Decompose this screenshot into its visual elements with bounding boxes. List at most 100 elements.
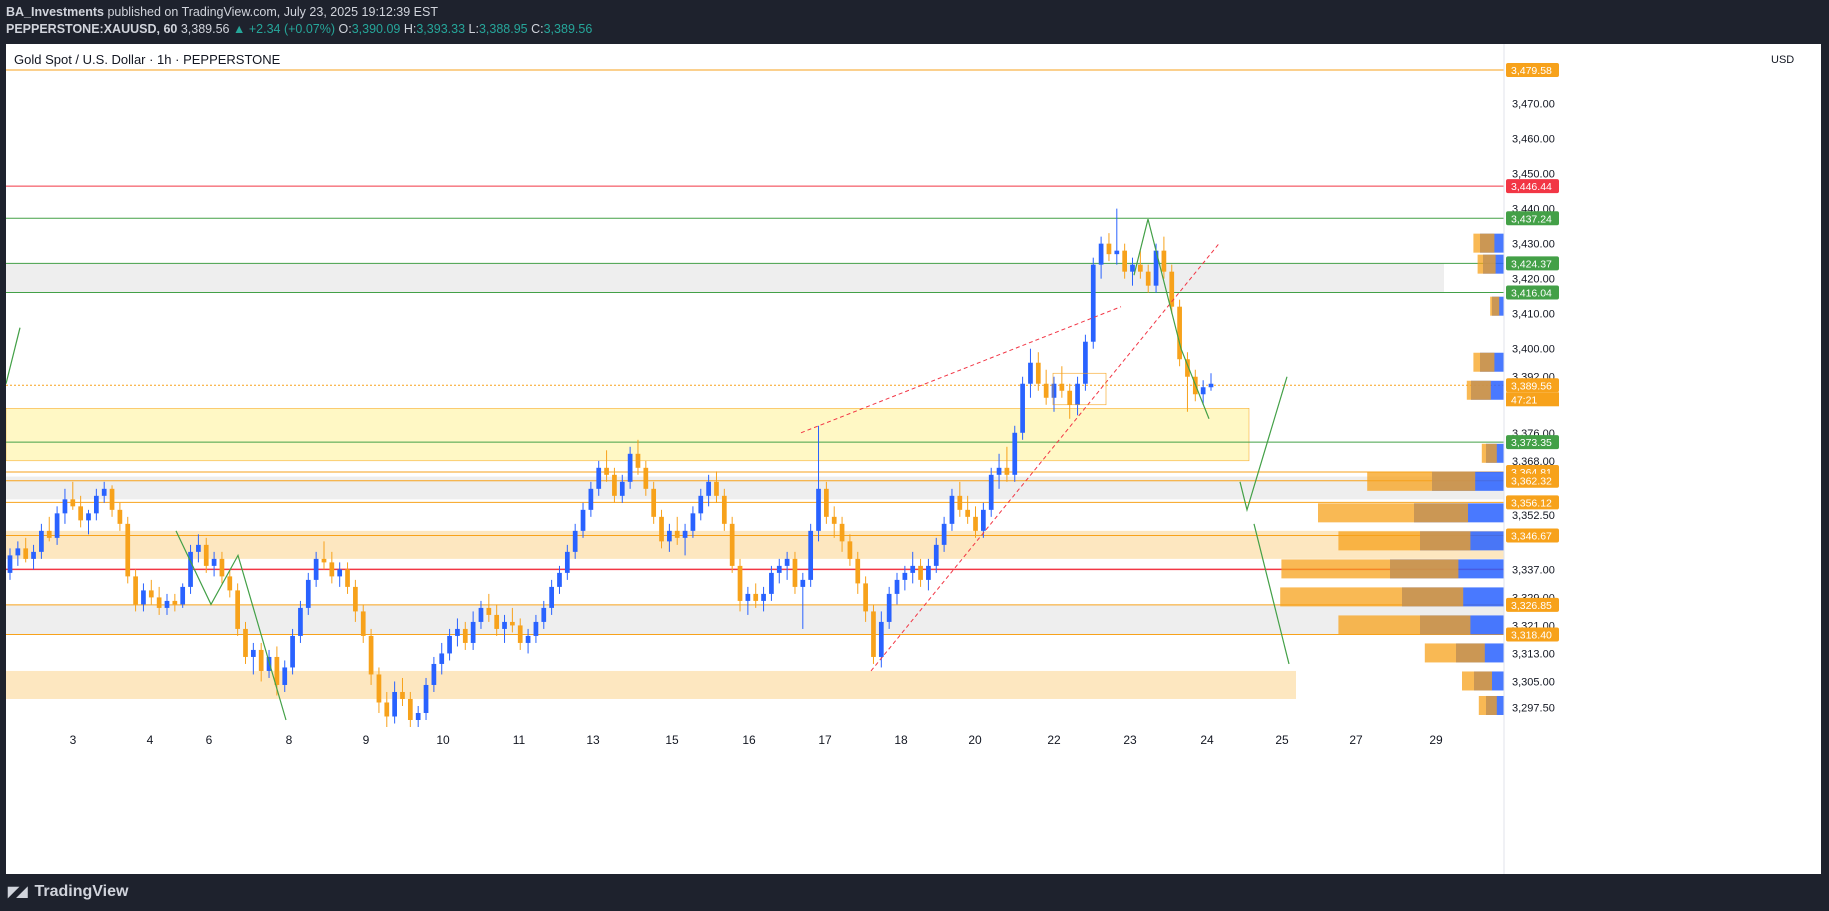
candle <box>1114 208 1120 265</box>
candle <box>1137 250 1143 279</box>
candle <box>612 467 617 503</box>
candle <box>101 481 107 503</box>
candle-body <box>455 628 460 636</box>
candle <box>894 572 900 605</box>
y-tick-label: 3,337.00 <box>1512 564 1555 576</box>
candle-body <box>525 635 531 643</box>
price-zone <box>6 476 1504 500</box>
candle <box>70 481 76 510</box>
candle <box>604 450 609 482</box>
candle-body <box>31 551 36 559</box>
price-level-tag-label: 3,326.85 <box>1511 600 1552 612</box>
candle <box>918 558 923 587</box>
candle-body <box>431 663 437 685</box>
candle <box>533 614 539 643</box>
candle <box>635 439 641 475</box>
candle <box>847 534 853 566</box>
candle-body <box>360 611 366 636</box>
volume-profile-buy-bar <box>1473 352 1495 372</box>
candle-body <box>1114 250 1120 255</box>
candle-body <box>243 628 248 657</box>
price-level-tag: 3,356.12 <box>1506 495 1559 510</box>
price-level-tag-label: 3,437.24 <box>1511 213 1552 225</box>
candle <box>541 600 547 629</box>
candle <box>596 460 602 496</box>
candle <box>407 691 413 727</box>
currency-label[interactable]: USD <box>1771 54 1795 66</box>
candle <box>714 471 719 503</box>
candle-body <box>510 621 515 626</box>
tradingview-logo[interactable]: ◤◢ TradingView <box>8 883 128 901</box>
candle <box>674 516 680 545</box>
x-tick-label: 15 <box>665 733 679 747</box>
price-level-tag-label: 3,356.12 <box>1511 497 1552 509</box>
candle-body <box>784 558 790 566</box>
candle <box>23 537 29 563</box>
candle <box>109 485 115 517</box>
candle-body <box>1208 383 1214 388</box>
volume-profile-buy-bar <box>1424 643 1485 663</box>
candle-body <box>1028 362 1033 384</box>
arrow-path <box>1239 376 1288 513</box>
price-level-tag-label: 3,416.04 <box>1511 288 1552 300</box>
candle-body <box>7 555 13 573</box>
candle <box>1145 264 1151 293</box>
x-tick-label: 10 <box>436 733 450 747</box>
candle-body <box>981 509 986 531</box>
candle-body <box>753 593 759 601</box>
candle <box>933 537 939 573</box>
candle <box>133 569 138 612</box>
price-level-tag-label: 3,362.32 <box>1511 476 1552 488</box>
candle-body <box>533 621 539 636</box>
candle-body <box>133 576 138 605</box>
x-tick-label: 22 <box>1047 733 1061 747</box>
candle-body <box>1177 306 1182 360</box>
candle-body <box>1004 467 1010 475</box>
candle <box>78 495 84 528</box>
candle-body <box>933 544 939 566</box>
candle-body <box>141 590 146 605</box>
candle-body <box>423 684 429 713</box>
author-name[interactable]: BA_Investments <box>6 5 104 19</box>
candle-body <box>196 544 201 552</box>
volume-profile-buy-bar <box>1478 695 1497 715</box>
candle-body <box>627 453 633 482</box>
x-tick-label: 27 <box>1349 733 1363 747</box>
price-level-tag: 3,346.67 <box>1506 528 1559 543</box>
candle-body <box>180 586 186 605</box>
candle-body <box>298 607 303 636</box>
candle-body <box>1059 383 1065 391</box>
price-level-tag-bg <box>1506 179 1559 194</box>
candle <box>886 586 892 629</box>
candle <box>572 523 578 559</box>
candle <box>831 506 837 538</box>
candle-body <box>46 530 52 538</box>
candle <box>800 572 806 629</box>
candle-body <box>117 509 123 524</box>
candle <box>965 495 971 524</box>
y-tick-label: 3,430.00 <box>1512 239 1555 251</box>
candle-body <box>706 481 711 496</box>
price-level-tag: 3,318.40 <box>1506 627 1559 642</box>
candle-body <box>863 583 868 612</box>
candle <box>258 642 264 682</box>
high-value: 3,393.33 <box>416 22 466 36</box>
last-price: 3,389.56 <box>180 22 230 36</box>
candle <box>486 593 492 622</box>
candle <box>196 534 201 563</box>
chart-panel[interactable]: 3 4 6 8 9 10 11 13 15 16 17 18 20 22 23 24 25 27 29 3,470.0… <box>6 44 1821 874</box>
candle-body <box>1098 243 1104 265</box>
candle <box>353 579 358 622</box>
price-level-tag-bg <box>1506 285 1559 300</box>
candle-body <box>1035 362 1041 384</box>
arrow-path <box>6 327 21 384</box>
candle <box>619 474 625 503</box>
price-level-tag: 3,479.58 <box>1506 62 1559 77</box>
candle <box>282 660 288 692</box>
price-level-tag-bg <box>1506 211 1559 226</box>
candle <box>776 558 782 584</box>
price-chart[interactable]: 3 4 6 8 9 10 11 13 15 16 17 18 20 22 23 24 25 27 29 3,470.0… <box>6 44 1821 874</box>
candle <box>1083 334 1088 391</box>
candle <box>1004 446 1010 482</box>
candle-body <box>70 499 76 507</box>
